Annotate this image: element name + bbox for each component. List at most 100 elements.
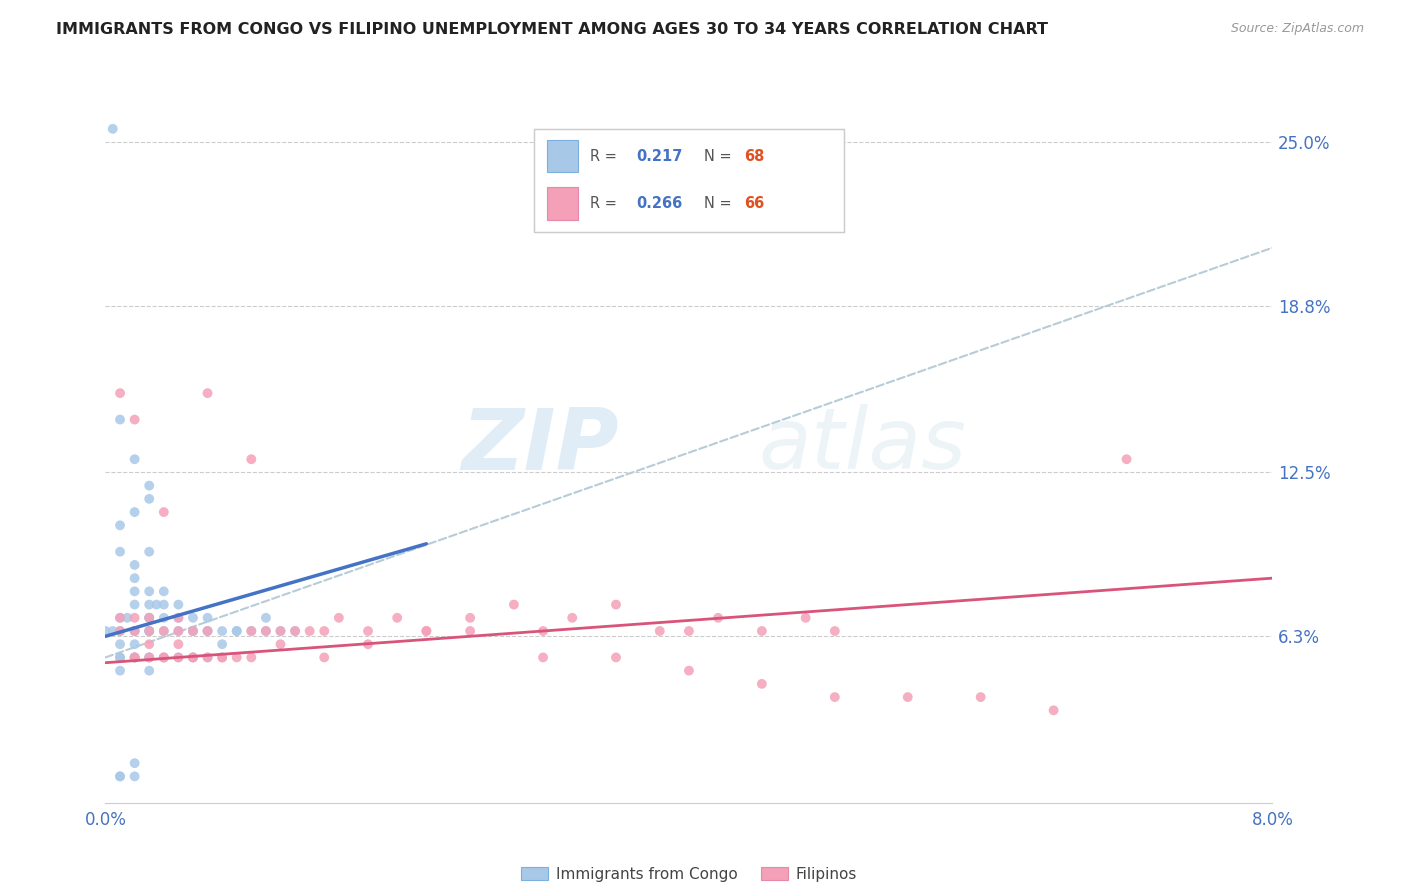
Point: [124, 412, 146, 426]
Point: [138, 611, 160, 625]
Point: [153, 624, 174, 638]
Point: [124, 756, 146, 771]
Point: [197, 386, 219, 401]
Point: [751, 677, 773, 691]
Point: [153, 650, 174, 665]
Point: [970, 690, 993, 704]
Text: N =: N =: [704, 195, 737, 211]
Point: [124, 611, 146, 625]
Point: [240, 452, 263, 467]
Point: [108, 386, 131, 401]
Point: [197, 624, 219, 638]
Point: [197, 650, 219, 665]
Point: [145, 598, 167, 612]
Point: [101, 624, 124, 638]
Point: [415, 624, 437, 638]
Point: [167, 624, 190, 638]
Point: [138, 545, 160, 559]
Point: [124, 624, 146, 638]
Point: [1042, 703, 1064, 717]
Point: [138, 624, 160, 638]
Point: [167, 637, 190, 651]
Point: [561, 611, 583, 625]
Point: [124, 637, 146, 651]
Point: [357, 624, 380, 638]
Point: [153, 598, 174, 612]
Text: Source: ZipAtlas.com: Source: ZipAtlas.com: [1230, 22, 1364, 36]
Point: [124, 650, 146, 665]
Point: [605, 650, 627, 665]
Point: [108, 412, 131, 426]
Text: 0.266: 0.266: [637, 195, 682, 211]
Point: [124, 505, 146, 519]
Point: [648, 624, 671, 638]
Point: [138, 624, 160, 638]
Point: [138, 637, 160, 651]
Point: [269, 624, 292, 638]
Point: [458, 624, 481, 638]
Point: [108, 769, 131, 783]
Point: [240, 624, 263, 638]
Point: [108, 611, 131, 625]
Legend: Immigrants from Congo, Filipinos: Immigrants from Congo, Filipinos: [515, 861, 863, 888]
Point: [197, 624, 219, 638]
Point: [124, 571, 146, 585]
Point: [1115, 452, 1137, 467]
Text: 0.217: 0.217: [637, 148, 683, 163]
Point: [211, 637, 233, 651]
Point: [167, 598, 190, 612]
Point: [124, 624, 146, 638]
Point: [269, 637, 292, 651]
Point: [138, 624, 160, 638]
Point: [678, 664, 700, 678]
Text: R =: R =: [591, 148, 621, 163]
Point: [897, 690, 920, 704]
Text: R =: R =: [591, 195, 621, 211]
Point: [117, 611, 139, 625]
Point: [197, 611, 219, 625]
Point: [211, 650, 233, 665]
Point: [167, 650, 190, 665]
Point: [269, 624, 292, 638]
Point: [108, 624, 131, 638]
Point: [181, 650, 204, 665]
Point: [254, 611, 277, 625]
Point: [167, 611, 190, 625]
Point: [197, 624, 219, 638]
Point: [108, 637, 131, 651]
Point: [124, 584, 146, 599]
Point: [167, 624, 190, 638]
Point: [385, 611, 408, 625]
FancyBboxPatch shape: [547, 140, 578, 172]
Point: [824, 624, 846, 638]
Point: [108, 624, 131, 638]
Point: [124, 452, 146, 467]
Point: [124, 650, 146, 665]
Point: [415, 624, 437, 638]
Text: atlas: atlas: [759, 404, 967, 488]
Text: IMMIGRANTS FROM CONGO VS FILIPINO UNEMPLOYMENT AMONG AGES 30 TO 34 YEARS CORRELA: IMMIGRANTS FROM CONGO VS FILIPINO UNEMPL…: [56, 22, 1049, 37]
Point: [211, 624, 233, 638]
Point: [108, 650, 131, 665]
Point: [138, 478, 160, 492]
Point: [531, 650, 554, 665]
Point: [138, 611, 160, 625]
Point: [138, 598, 160, 612]
Point: [138, 650, 160, 665]
Point: [503, 598, 526, 612]
Point: [108, 650, 131, 665]
Point: [314, 650, 336, 665]
Point: [138, 650, 160, 665]
Point: [124, 558, 146, 572]
Point: [181, 650, 204, 665]
Point: [181, 611, 204, 625]
Point: [357, 637, 380, 651]
Point: [225, 624, 247, 638]
Point: [197, 650, 219, 665]
Point: [108, 664, 131, 678]
Point: [153, 650, 174, 665]
Point: [181, 624, 204, 638]
Point: [138, 611, 160, 625]
Text: N =: N =: [704, 148, 737, 163]
Point: [824, 690, 846, 704]
